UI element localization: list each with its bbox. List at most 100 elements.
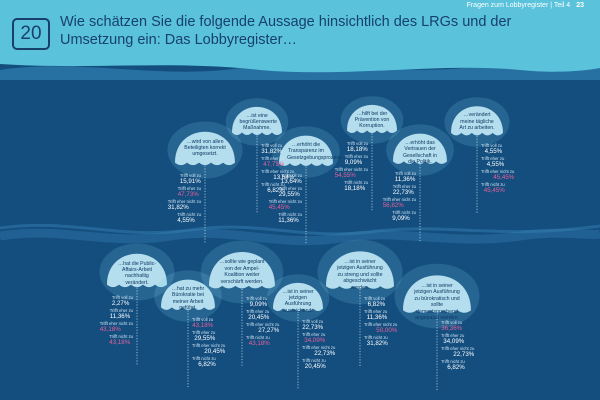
jellyfish-bell <box>403 275 471 313</box>
answer-stat: Trifft nicht zu 43,18% <box>109 334 133 346</box>
answer-stat: Trifft eher nicht zu 31,82% <box>168 199 201 211</box>
answer-stat: Trifft voll zu 18,18% <box>347 141 368 153</box>
answer-value: 6,82% <box>367 301 386 309</box>
answer-value: 6,82% <box>447 364 465 372</box>
answer-label: Trifft nicht zu <box>109 333 133 339</box>
answer-value: 18,18% <box>346 145 368 153</box>
statement-caption: …hat zu mehr Bürokratie bei meiner Arbei… <box>171 285 205 311</box>
answer-stat: Trifft nicht zu 4,55% <box>177 212 201 224</box>
answer-stat: Trifft nicht zu 43,18% <box>246 335 270 347</box>
answer-label: Trifft eher nicht zu <box>364 322 398 328</box>
jellyfish-bell <box>279 135 333 166</box>
question-number: 20 <box>12 18 50 50</box>
answer-label: Trifft eher nicht zu <box>302 344 336 350</box>
answer-value: 36,36% <box>441 325 463 333</box>
answer-stat: Trifft voll zu 6,82% <box>364 296 385 308</box>
answer-label: Trifft nicht zu <box>278 212 302 218</box>
answer-label: Trifft nicht zu <box>364 335 388 341</box>
answer-value: 20,45% <box>248 313 270 321</box>
jellyfish-bell <box>161 279 215 310</box>
answer-value: 47,73% <box>177 190 199 198</box>
statement-caption: …erhöht die Transparenz im Gesetzgebungs… <box>287 141 344 161</box>
answer-value: 43,18% <box>248 339 270 347</box>
answer-stat: Trifft eher nicht zu 22,73% <box>302 345 335 357</box>
answer-value: 13,64% <box>280 178 302 186</box>
answer-label: Trifft eher zu <box>481 155 505 161</box>
answer-stat: Trifft voll zu 11,36% <box>395 171 416 183</box>
answer-label: Trifft eher nicht zu <box>246 321 280 327</box>
answer-label: Trifft eher zu <box>278 186 302 192</box>
answer-stat: Trifft eher zu 22,73% <box>393 184 416 196</box>
jellyfish-7 <box>99 243 175 365</box>
answer-label: Trifft eher zu <box>109 307 133 313</box>
jellyfish-3 <box>272 126 340 244</box>
answer-stat: Trifft voll zu 31,82% <box>261 143 282 155</box>
answer-value: 20,45% <box>204 348 226 356</box>
answer-stat: Trifft eher nicht zu 43,18% <box>100 321 133 333</box>
statement-caption: …erhöht das Vertrauen der Gesellschaft i… <box>402 139 437 165</box>
answer-value: 50,00% <box>376 327 398 335</box>
answer-stat: Trifft eher zu 34,09% <box>441 333 464 345</box>
statement-caption: …verändert meine tägliche Art zu arbeite… <box>459 112 495 131</box>
statement-caption: …wird von allen Beteiligten korrekt umge… <box>184 138 226 158</box>
answer-label: Trifft nicht zu <box>261 181 285 187</box>
answer-stat: Trifft nicht zu 31,82% <box>364 335 388 347</box>
answer-label: Trifft voll zu <box>481 142 503 148</box>
answer-stat: Trifft eher zu 9,09% <box>345 154 368 166</box>
jellyfish-bell <box>273 282 323 311</box>
answer-value: 9,09% <box>249 300 268 308</box>
answer-stat: Trifft eher nicht zu 50,00% <box>364 322 397 334</box>
answer-value: 13,64% <box>273 173 295 181</box>
answer-value: 9,09% <box>344 158 363 166</box>
jellyfish-6 <box>444 97 510 213</box>
answer-value: 45,45% <box>493 173 515 181</box>
answer-label: Trifft eher nicht zu <box>167 198 201 204</box>
answer-value: 31,82% <box>261 147 283 155</box>
answer-value: 11,36% <box>394 176 416 184</box>
answer-label: Trifft eher nicht zu <box>192 343 226 349</box>
jellyfish-bell <box>232 106 282 135</box>
answer-stat: Trifft voll zu 22,73% <box>302 319 323 331</box>
answer-label: Trifft nicht zu <box>481 181 505 187</box>
answer-label: Trifft nicht zu <box>177 211 201 217</box>
answer-stat: Trifft eher nicht zu 22,73% <box>441 346 474 358</box>
answer-value: 11,36% <box>278 217 299 225</box>
answer-label: Trifft voll zu <box>261 142 283 148</box>
answer-label: Trifft voll zu <box>179 172 201 178</box>
answer-label: Trifft eher zu <box>441 333 465 339</box>
answer-value: 31,82% <box>366 340 388 348</box>
answer-stat: Trifft eher nicht zu 45,45% <box>481 169 514 181</box>
answer-value: 34,09% <box>304 336 326 344</box>
answer-stat: Trifft eher zu 29,55% <box>279 186 302 198</box>
answer-label: Trifft voll zu <box>346 140 368 146</box>
answer-stat: Trifft eher nicht zu 27,27% <box>246 322 279 334</box>
answer-label: Trifft voll zu <box>394 171 416 177</box>
jellyfish-1 <box>167 121 243 243</box>
jellyfish-9 <box>200 240 284 366</box>
answer-stat: Trifft eher zu 47,73% <box>261 156 284 168</box>
answer-value: 56,82% <box>382 202 404 210</box>
answer-stat: Trifft voll zu 36,36% <box>441 320 462 332</box>
answer-value: 22,73% <box>302 323 324 331</box>
answer-stat: Trifft voll zu 9,09% <box>246 296 267 308</box>
answer-label: Trifft nicht zu <box>441 359 465 365</box>
answer-stat: Trifft nicht zu 18,18% <box>344 180 368 192</box>
answer-value: 9,09% <box>392 215 410 223</box>
answer-value: 22,73% <box>453 351 475 359</box>
answer-value: 43,18% <box>99 325 121 333</box>
answer-value: 4,55% <box>177 216 195 224</box>
answer-value: 6,82% <box>267 186 285 194</box>
answer-label: Trifft eher zu <box>261 155 285 161</box>
statement-caption: …hilft bei der Prävention von Korruption… <box>354 110 390 130</box>
jellyfish-2 <box>225 98 289 213</box>
running-header: Fragen zum Lobbyregister | Teil 4 23 <box>467 2 584 9</box>
statement-caption: …hat die Public-Affairs-Arbeit nachhalti… <box>117 260 157 286</box>
jellyfish-11 <box>317 239 403 367</box>
answer-label: Trifft eher nicht zu <box>481 168 515 174</box>
answer-value: 47,73% <box>263 160 285 168</box>
jellyfish-bell <box>175 131 235 166</box>
answer-stat: Trifft eher nicht zu 20,45% <box>192 343 225 355</box>
jellyfish-bell <box>347 104 397 133</box>
answer-stat: Trifft eher zu 34,09% <box>302 332 325 344</box>
